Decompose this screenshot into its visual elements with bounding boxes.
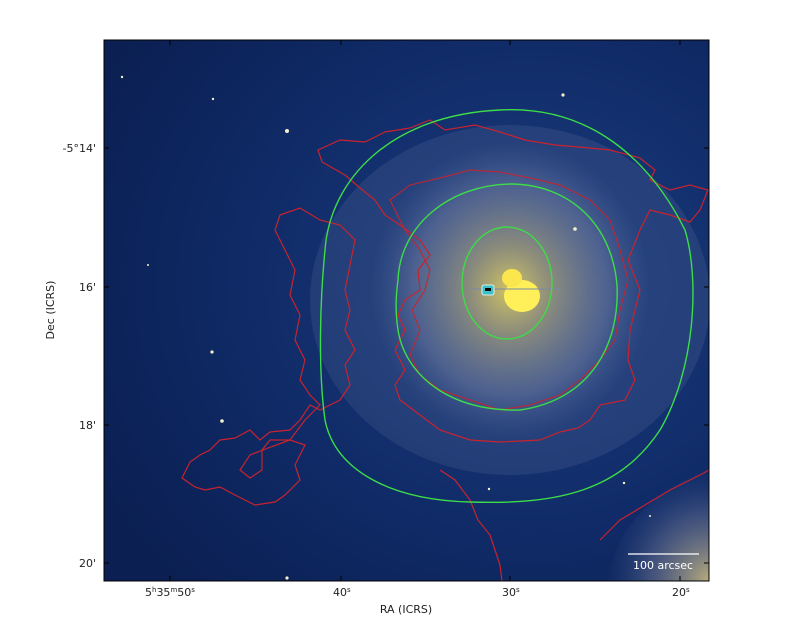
green-contour-middle [395, 183, 618, 411]
x-tick-label-0: 5h35m50s [145, 586, 195, 599]
x-tick-label-2: 30s [502, 586, 520, 599]
y-tick-label-1: 16' [79, 281, 96, 294]
y-tick-label-0: -5°14' [63, 142, 97, 155]
y-axis-label: Dec (ICRS) [44, 281, 57, 340]
red-contour-inner [389, 169, 629, 411]
y-tick-label-3: 20' [79, 557, 96, 570]
x-tick-label-1: 40s [333, 586, 351, 599]
x-axis-label: RA (ICRS) [380, 603, 432, 616]
green-contour-outer [319, 109, 694, 504]
red-contour-south-east [599, 469, 709, 541]
y-tick-label-2: 18' [79, 419, 96, 432]
green-contours [319, 109, 694, 504]
nebula-bright-knot [502, 269, 522, 287]
red-contour-west-filament [181, 207, 356, 506]
x-tick-marks [169, 40, 681, 581]
red-contours [181, 119, 709, 581]
green-contour-inner [461, 226, 553, 340]
red-contour-main [317, 119, 709, 443]
red-contour-south-filament [439, 469, 503, 581]
y-tick-marks [104, 147, 709, 564]
scale-bar-label: 100 arcsec [633, 559, 693, 572]
plot-frame [103, 39, 710, 582]
source-marker-dot [485, 288, 491, 291]
star-field [120, 75, 651, 580]
x-tick-label-3: 20s [672, 586, 690, 599]
corner-nebula [605, 470, 709, 581]
nebula-bright-core [504, 280, 540, 312]
